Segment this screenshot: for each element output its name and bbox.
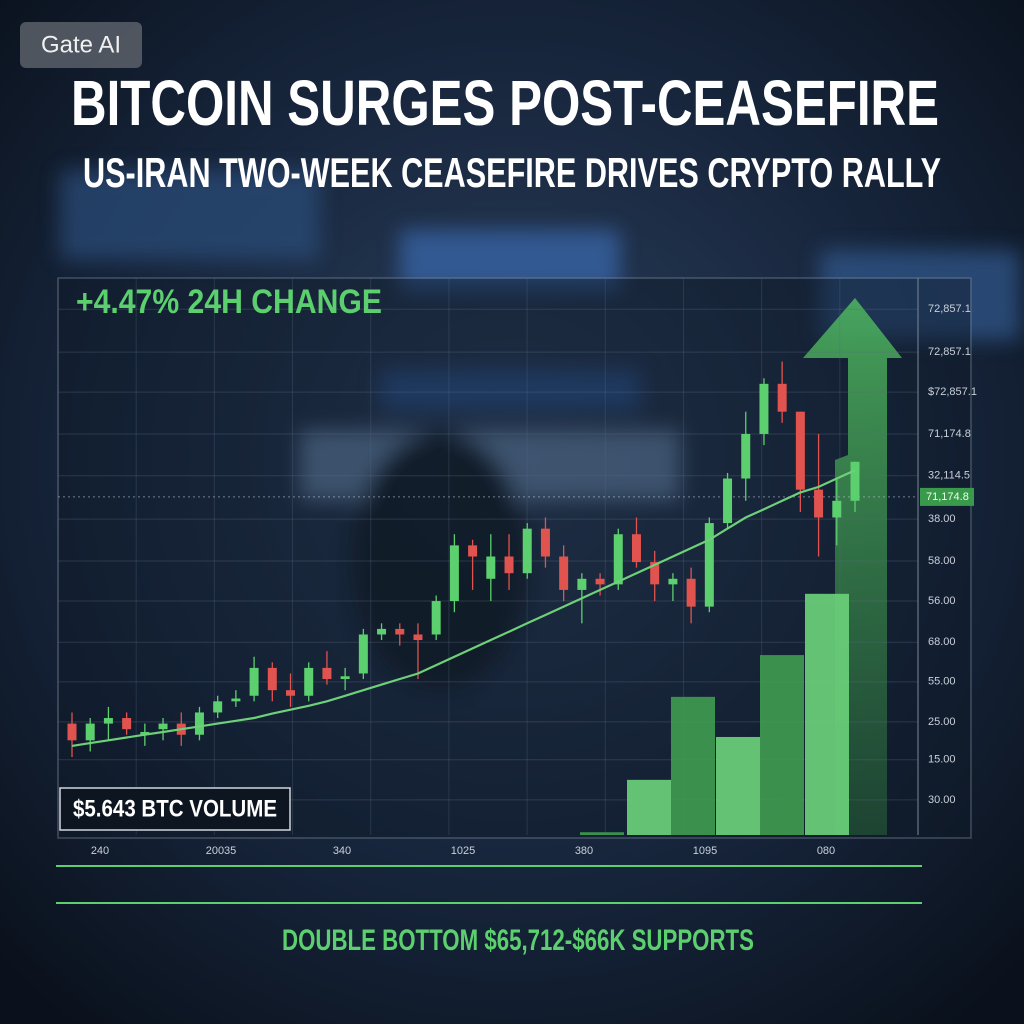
x-tick-label: 20035 — [206, 845, 237, 857]
candle-body — [741, 433, 751, 479]
volume-bar — [580, 832, 624, 835]
candle-body — [249, 667, 259, 696]
candle-body — [777, 383, 787, 412]
candle-body — [850, 461, 860, 501]
x-tick-label: 380 — [575, 845, 593, 857]
y-tick-label: 38.00 — [928, 513, 956, 525]
volume-bar — [716, 736, 760, 835]
candle-body — [486, 556, 496, 579]
x-tick-label: 340 — [333, 845, 351, 857]
y-tick-label: $72,857.1 — [928, 386, 977, 398]
candle-body — [158, 723, 168, 730]
x-tick-label: 1095 — [693, 845, 717, 857]
trend-arrow — [803, 298, 902, 835]
candle-body — [704, 523, 714, 607]
volume-bar — [627, 779, 671, 835]
y-tick-label: 25.00 — [928, 716, 956, 728]
candle-body — [613, 534, 623, 585]
candle-body — [595, 578, 605, 585]
y-tick-label: 58.00 — [928, 555, 956, 567]
candle-body — [431, 601, 441, 635]
x-tick-label: 240 — [91, 845, 109, 857]
volume-bar — [760, 655, 804, 835]
title: BITCOIN SURGES POST-CEASEFIRE — [71, 67, 939, 139]
candle-body — [449, 545, 459, 602]
candle-body — [395, 628, 405, 635]
candle-body — [686, 578, 696, 607]
candle-body — [832, 500, 842, 518]
volume-label-box — [59, 787, 291, 831]
y-tick-label: 15.00 — [928, 754, 956, 766]
candle-body — [67, 723, 77, 741]
candle-body — [122, 718, 132, 730]
y-tick-label: 30.00 — [928, 794, 956, 806]
y-tick-label: 68.00 — [928, 636, 956, 648]
subtitle: US-IRAN TWO-WEEK CEASEFIRE DRIVES CRYPTO… — [83, 149, 941, 196]
candle-body — [340, 676, 350, 680]
candle-body — [577, 578, 587, 590]
background-screens — [60, 170, 1020, 690]
candle-body — [668, 578, 678, 585]
volume-label: $5.643 BTC VOLUME — [73, 795, 277, 822]
candle-body — [358, 634, 368, 674]
footer: DOUBLE BOTTOM $65,712-$66K SUPPORTS — [282, 924, 754, 957]
candle-body — [194, 712, 204, 735]
candle-body — [795, 411, 805, 490]
candle-body — [759, 383, 769, 434]
volume-bar — [805, 593, 849, 835]
y-tick-label: 32,114.5 — [928, 470, 970, 482]
candle-body — [85, 723, 95, 741]
y-tick-label: 56.00 — [928, 595, 956, 607]
candle-body — [304, 667, 314, 696]
candle-body — [322, 667, 332, 680]
change-label: +4.47% 24H CHANGE — [76, 283, 382, 321]
badge: Gate AI — [41, 31, 121, 58]
candle-body — [468, 545, 478, 557]
x-tick-label: 1025 — [451, 845, 475, 857]
candle-body — [140, 731, 150, 735]
candle-body — [267, 667, 277, 691]
candle-body — [286, 690, 296, 696]
candle-body — [504, 556, 514, 574]
candle-body — [231, 698, 241, 702]
y-tick-label: 55.00 — [928, 676, 956, 688]
y-tick-label: 72,857.1 — [928, 303, 971, 315]
x-tick-label: 080 — [817, 845, 835, 857]
moving-average — [71, 469, 856, 747]
candle-body — [540, 528, 550, 557]
candle-body — [213, 701, 223, 713]
plot: 72,857.1 72,857.1 $72,857.1 71,174.8 32,114.… — [57, 278, 977, 857]
candle-body — [723, 478, 733, 524]
badge-bg — [20, 22, 142, 68]
candle-body — [522, 528, 532, 574]
volume-bar — [671, 696, 715, 835]
price-marker-label: 71,174.8 — [926, 491, 969, 503]
candle-body — [631, 534, 641, 563]
y-tick-label: 71,174.8 — [928, 428, 971, 440]
price-marker-bg — [920, 487, 974, 506]
y-tick-label: 72,857.1 — [928, 346, 971, 358]
candle-body — [814, 489, 824, 518]
candle-body — [377, 628, 387, 635]
candle-body — [650, 562, 660, 585]
candle-body — [103, 718, 113, 724]
candle-body — [559, 556, 569, 590]
candle-body — [413, 634, 423, 641]
